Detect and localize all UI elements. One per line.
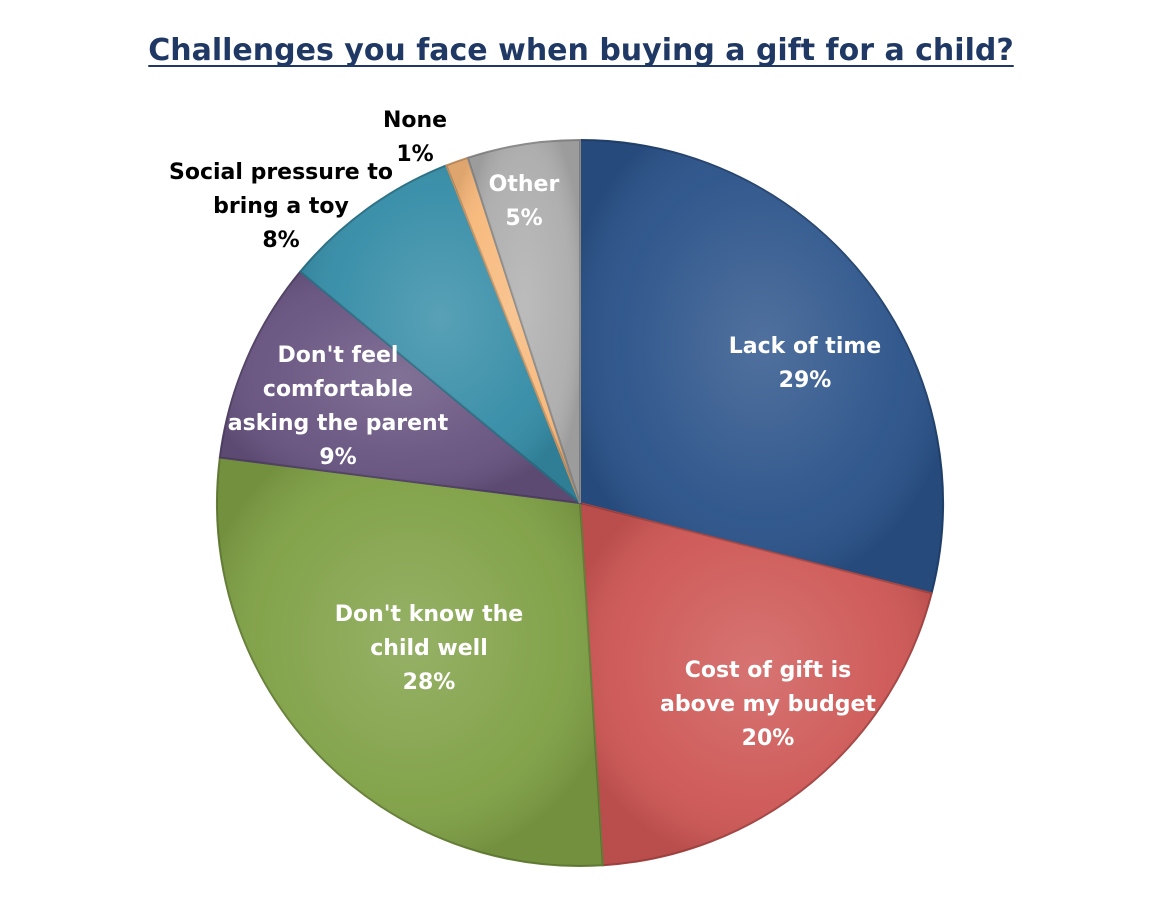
slice-category-label: above my budget (660, 692, 876, 717)
slice-category-label: None (383, 108, 447, 133)
pie-slice-shading-don-t-know-the-child-well (216, 457, 603, 866)
pie-slice-shading-cost-of-gift-is-above-my-budget (580, 503, 932, 866)
pie-slice-shading-social-pressure-to-bring-a-toy (300, 165, 580, 504)
slice-category-label: Lack of time (729, 334, 881, 359)
slice-category-label: bring a toy (213, 194, 349, 219)
pie-slices (215, 138, 944, 867)
slice-percent-label: 5% (505, 206, 542, 231)
slice-category-label: asking the parent (228, 411, 449, 436)
slice-category-label: Social pressure to (169, 160, 393, 185)
slice-percent-label: 9% (319, 445, 356, 470)
slice-category-label: Don't know the (335, 602, 523, 627)
pie-slice-shading-none (446, 157, 580, 503)
slice-percent-label: 1% (396, 142, 433, 167)
slice-label-other: Other 5% (489, 172, 560, 231)
slice-category-label: comfortable (263, 377, 413, 402)
slice-category-label: Cost of gift is (685, 658, 852, 683)
pie-slice-shading-don-t-feel-comfortable-asking-the-parent (219, 271, 581, 503)
pie-slice-shading-other (467, 140, 580, 503)
slice-category-label: Don't feel (278, 343, 399, 368)
slice-percent-label: 28% (403, 670, 456, 695)
slice-label-social-pressure-to-bring-a-toy: Social pressure to bring a toy 8% (169, 160, 393, 253)
slice-label-don-t-feel-comfortable-asking-the-parent: Don't feel comfortable asking the parent 9% (228, 343, 449, 470)
slice-percent-label: 29% (779, 368, 832, 393)
pie-slice-shading-lack-of-time (580, 140, 944, 594)
pie-labels: Lack of time 29% Cost of gift is above my b… (169, 108, 881, 751)
slice-label-don-t-know-the-child-well: Don't know the child well 28% (335, 602, 523, 695)
slice-label-cost-of-gift-is-above-my-budget: Cost of gift is above my budget 20% (660, 658, 876, 751)
chart-title: Challenges you face when buying a gift f… (148, 33, 1013, 68)
slice-category-label: child well (370, 636, 488, 661)
slice-label-lack-of-time: Lack of time 29% (729, 334, 881, 393)
slice-percent-label: 8% (262, 228, 299, 253)
slice-category-label: Other (489, 172, 560, 197)
slice-percent-label: 20% (742, 726, 795, 751)
slice-label-none: None 1% (383, 108, 447, 167)
